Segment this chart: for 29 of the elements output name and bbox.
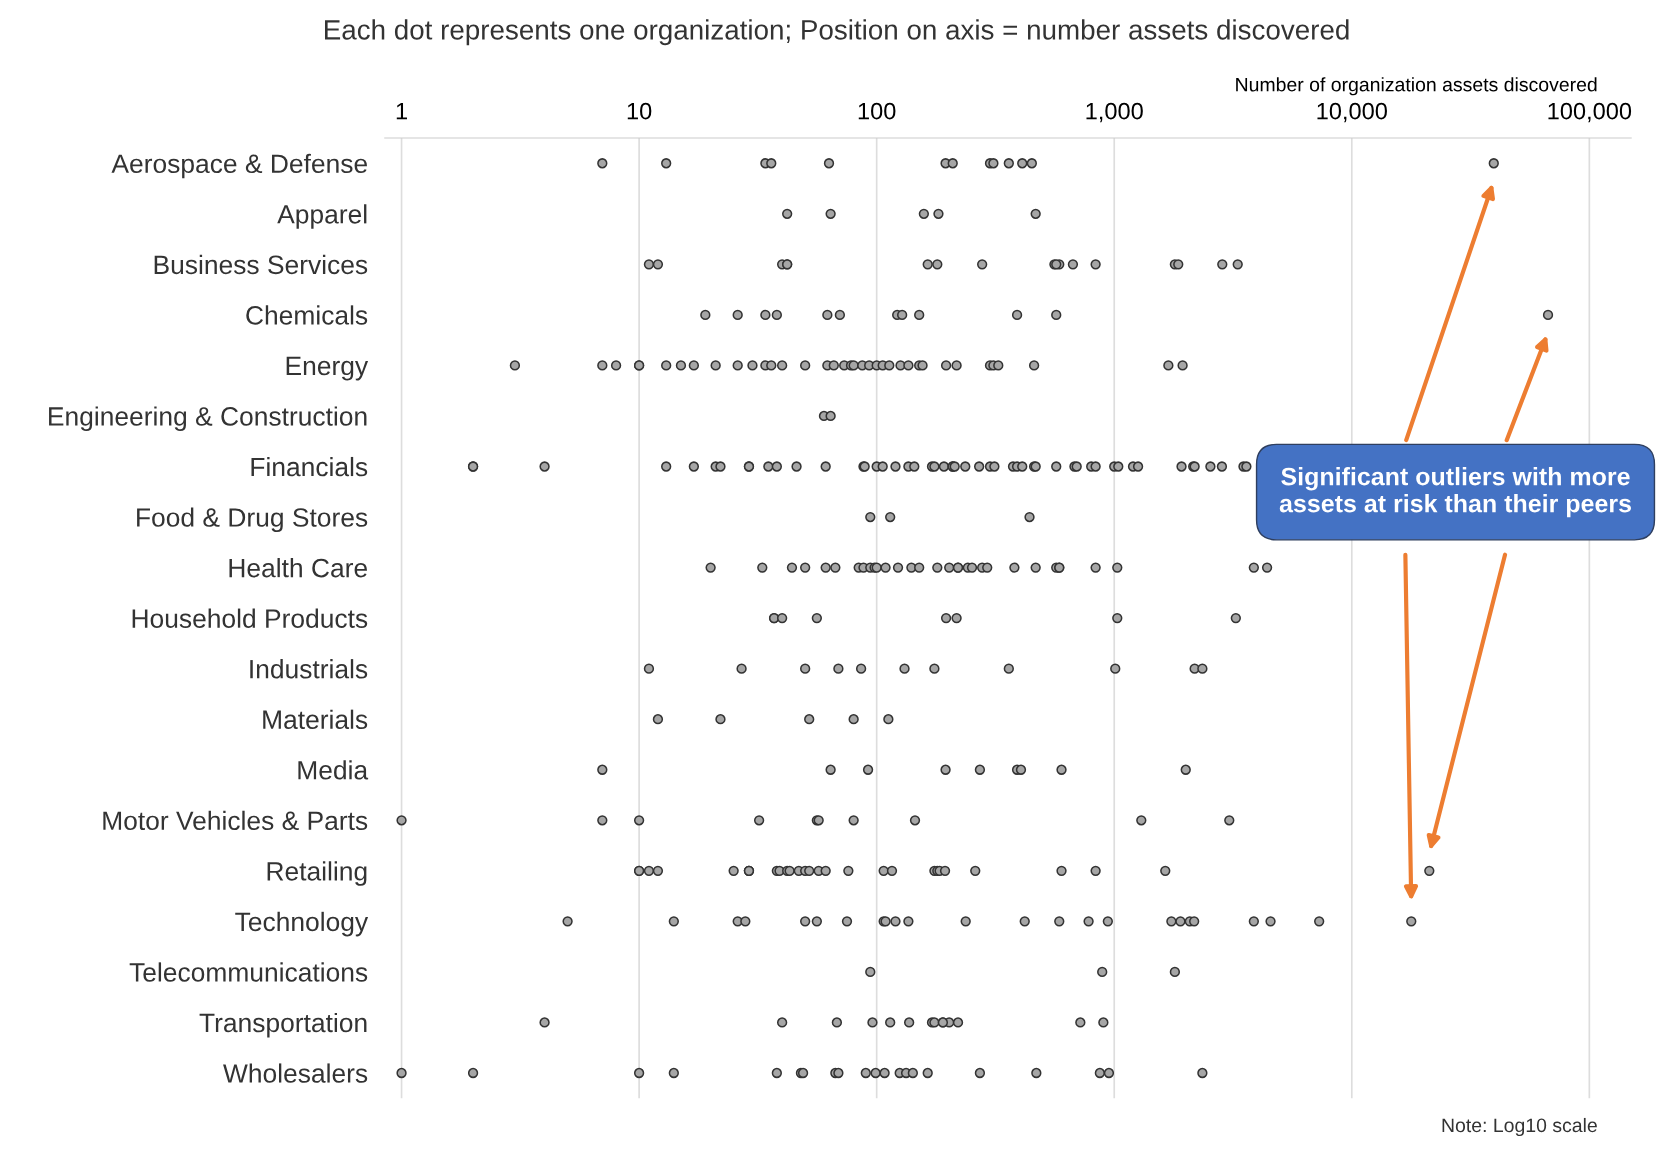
y-tick-label: Health Care — [229, 558, 367, 578]
y-tick-label: Business Services — [154, 254, 368, 275]
y-tick-label: Engineering & Construction — [49, 406, 367, 431]
y-tick-label: Wholesalers — [223, 1063, 368, 1083]
y-tick-label: Chemicals — [246, 305, 368, 325]
x-tick-label: 100 — [858, 102, 896, 120]
y-tick-label: Food & Drug Stores — [137, 507, 368, 533]
y-tick-label: Energy — [286, 356, 369, 381]
x-tick-label: 100,000 — [1548, 102, 1632, 123]
y-tick-label: Financials — [251, 456, 368, 477]
y-tick-label: Apparel — [277, 204, 367, 229]
y-tick-label: Motor Vehicles & Parts — [103, 810, 368, 831]
y-tick-label: Telecommunications — [129, 962, 368, 982]
x-tick-label: 10,000 — [1317, 102, 1387, 123]
annotation: Significant outliers with more assets at risk than their peers — [1279, 467, 1631, 518]
x-tick-label: 1 — [396, 102, 407, 120]
y-tick-label: Industrials — [250, 659, 368, 679]
y-tick-label: Technology — [235, 911, 369, 937]
x-axis-title: Number of organization assets discovered — [1236, 77, 1597, 96]
y-tick-label: Household Products — [132, 608, 368, 628]
y-tick-label: Materials — [263, 709, 368, 730]
y-tick-label: Transportation — [199, 1012, 367, 1038]
x-tick-label: 10 — [627, 102, 652, 120]
y-tick-label: Media — [298, 760, 369, 780]
y-tick-label: Aerospace & Defense — [111, 153, 367, 179]
text: Note: Log10 scale — [1442, 1117, 1597, 1137]
chart-title: Each dot represents one organization; Position on axis = number assets discovered — [325, 19, 1349, 46]
y-tick-label: Retailing — [267, 861, 367, 886]
x-tick-label: 1,000 — [1086, 102, 1143, 123]
